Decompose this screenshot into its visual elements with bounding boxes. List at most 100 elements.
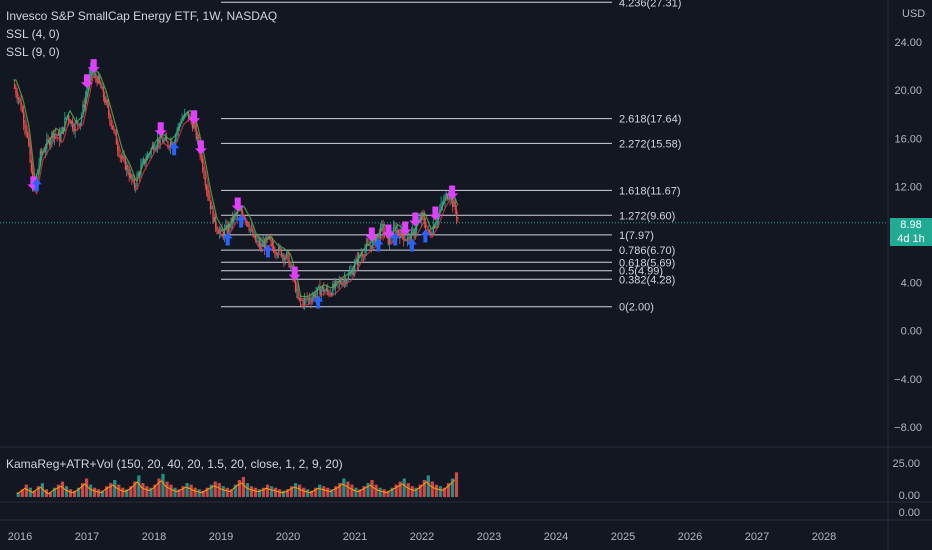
volume-bar — [253, 487, 258, 497]
price-tick-label: −4.00 — [894, 374, 922, 386]
price-candle — [435, 224, 437, 229]
sell-signal-arrow — [365, 227, 378, 242]
price-candle — [309, 298, 311, 301]
price-candle — [321, 286, 324, 290]
price-candle — [276, 254, 279, 256]
price-candle — [363, 255, 365, 257]
price-candle — [178, 124, 181, 126]
price-candle — [327, 288, 329, 292]
price-candle — [55, 133, 57, 135]
sell-signal-arrow — [188, 110, 201, 125]
volume-bar — [117, 484, 121, 497]
price-candle — [149, 153, 151, 155]
volume-bar — [229, 489, 233, 497]
price-candle — [118, 150, 120, 156]
price-candle — [109, 114, 111, 123]
volume-bar — [362, 486, 366, 497]
price-candle — [123, 156, 125, 158]
price-candle — [205, 185, 208, 190]
price-candle — [25, 128, 27, 134]
price-candle — [369, 245, 371, 247]
price-candle — [345, 278, 347, 284]
volume-bar — [20, 489, 24, 497]
volume-bar — [133, 481, 137, 497]
price-candle — [381, 224, 383, 226]
time-tick-label: 2025 — [611, 531, 635, 543]
price-candle — [364, 249, 366, 256]
time-tick-label: 2022 — [410, 531, 434, 543]
time-tick-label: 2026 — [678, 531, 702, 543]
fib-level-label: 0.786(6.70) — [619, 245, 675, 257]
volume-bar — [245, 483, 250, 497]
price-candle — [162, 138, 164, 143]
sell-signal-arrow — [154, 122, 167, 137]
bar-countdown: 4d 1h — [897, 233, 925, 245]
price-candle — [221, 229, 223, 232]
price-candle — [217, 231, 219, 234]
time-tick-label: 2023 — [477, 531, 501, 543]
price-candle — [173, 141, 175, 144]
price-candle — [95, 73, 97, 78]
price-candle — [301, 299, 303, 301]
price-tick-label: 4.00 — [901, 278, 922, 290]
price-candle — [414, 231, 416, 235]
price-candle — [37, 169, 39, 175]
price-candle — [17, 99, 20, 100]
price-candle — [352, 269, 355, 275]
price-candle — [87, 85, 89, 92]
volume-bar — [149, 487, 153, 497]
volume-bar — [80, 483, 85, 497]
price-candle — [306, 298, 308, 300]
volume-bar — [249, 486, 254, 497]
sell-signal-arrow — [231, 197, 244, 212]
price-candle — [65, 117, 67, 119]
price-candle — [212, 206, 214, 222]
price-candle — [166, 137, 168, 142]
volume-bar — [56, 484, 61, 497]
volume-bar — [89, 484, 93, 497]
volume-bar — [189, 484, 193, 497]
price-candle — [38, 162, 40, 170]
price-candle — [182, 117, 184, 120]
volume-bar — [101, 490, 105, 497]
price-candle — [428, 229, 431, 233]
volume-bar — [382, 489, 386, 497]
volume-bar — [173, 487, 177, 497]
price-candle — [260, 243, 262, 247]
price-candle — [328, 291, 330, 295]
price-candle — [141, 161, 143, 166]
volume-bar — [342, 478, 346, 497]
price-candle — [374, 236, 376, 245]
price-candle — [341, 282, 343, 285]
volume-bar — [434, 484, 438, 497]
price-candle — [43, 151, 45, 153]
volume-bar — [60, 481, 65, 497]
price-candle — [83, 104, 85, 108]
price-candle — [319, 285, 321, 296]
price-candle — [39, 150, 41, 163]
volume-bar — [161, 473, 165, 497]
volume-bar — [48, 492, 53, 497]
volume-bar — [370, 480, 374, 497]
price-candle — [110, 122, 112, 126]
volume-bar — [302, 487, 306, 497]
volume-bar — [430, 481, 434, 497]
volume-bar — [40, 483, 44, 497]
volume-bar — [398, 481, 402, 497]
price-candle — [47, 139, 49, 141]
price-candle — [269, 236, 271, 240]
price-candle — [318, 285, 320, 288]
volume-bar — [205, 487, 209, 497]
price-candle — [189, 115, 191, 119]
volume-tick-label: 0.00 — [899, 490, 920, 502]
price-candle — [155, 146, 157, 149]
price-candle — [305, 298, 307, 299]
price-candle — [445, 194, 447, 198]
price-candle — [120, 157, 123, 159]
price-candle — [56, 134, 58, 136]
time-tick-label: 2018 — [142, 531, 166, 543]
volume-bar — [201, 490, 205, 497]
price-candle — [30, 161, 32, 171]
time-tick-label: 2024 — [544, 531, 568, 543]
